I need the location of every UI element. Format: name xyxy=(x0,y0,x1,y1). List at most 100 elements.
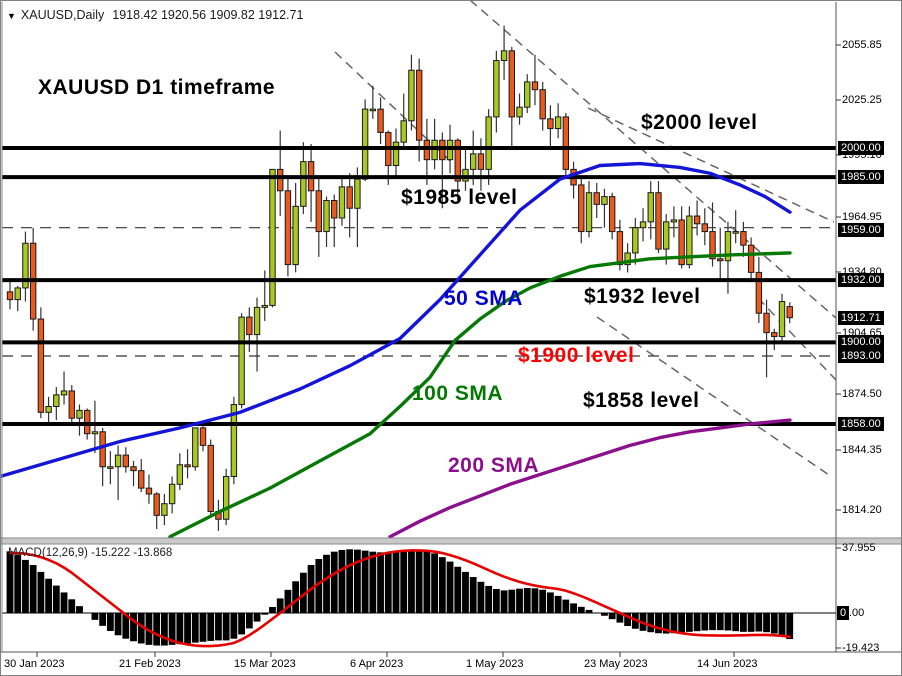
candle xyxy=(701,223,708,233)
price-axis-label: 2055.85 xyxy=(842,39,882,51)
candle xyxy=(740,231,747,246)
macd-histogram-bar xyxy=(261,613,269,615)
macd-histogram-bar xyxy=(68,599,76,613)
macd-histogram-bar xyxy=(716,613,724,631)
macd-histogram-bar xyxy=(693,613,701,632)
macd-histogram-bar xyxy=(199,613,207,642)
macd-histogram-bar xyxy=(709,613,716,631)
macd-histogram-bar xyxy=(624,613,631,627)
candle xyxy=(292,205,299,266)
candle xyxy=(693,215,701,225)
macd-histogram-bar xyxy=(354,549,361,613)
annotation--1932-level[interactable]: $1932 level xyxy=(584,285,701,308)
macd-histogram-bar xyxy=(431,553,438,613)
macd-histogram-bar xyxy=(647,613,655,633)
chart-symbol-period: XAUUSD,Daily xyxy=(20,8,105,22)
candle xyxy=(361,108,369,180)
macd-histogram-bar xyxy=(253,613,261,622)
annotation--1900-level[interactable]: $1900 level xyxy=(518,344,635,367)
macd-histogram-bar xyxy=(106,613,114,631)
annotation-50-sma[interactable]: 50 SMA xyxy=(444,287,523,310)
candle xyxy=(686,215,693,266)
candle xyxy=(663,221,670,250)
candle xyxy=(269,168,276,306)
chart-dropdown-arrow-icon[interactable]: ▼ xyxy=(7,11,16,21)
macd-histogram-bar xyxy=(747,613,755,632)
candle xyxy=(331,199,338,219)
candle xyxy=(14,287,21,301)
pane-separator[interactable] xyxy=(0,537,902,545)
candle xyxy=(732,231,739,234)
macd-histogram-bar xyxy=(145,613,153,645)
candle xyxy=(608,196,616,233)
macd-histogram-bar xyxy=(601,613,608,616)
candle xyxy=(524,81,531,108)
candle xyxy=(114,454,122,468)
macd-histogram-bar xyxy=(570,603,577,613)
macd-histogram-bar xyxy=(153,613,161,646)
macd-histogram-bar xyxy=(22,559,29,613)
price-level-badge: 1959.00 xyxy=(838,223,884,237)
macd-histogram-bar xyxy=(207,613,215,641)
macd-histogram-bar xyxy=(76,606,83,613)
macd-histogram-bar xyxy=(238,613,245,635)
macd-histogram-bar xyxy=(438,557,446,613)
price-level-badge: 2000.00 xyxy=(838,141,884,155)
trendline-5[interactable] xyxy=(757,297,837,381)
macd-histogram-bar xyxy=(454,566,462,613)
macd-histogram-bar xyxy=(161,613,168,646)
candle xyxy=(539,89,546,120)
time-axis-label: 21 Feb 2023 xyxy=(119,658,181,670)
macd-histogram-bar xyxy=(114,613,122,636)
macd-histogram-bar xyxy=(655,613,662,634)
macd-histogram-bar xyxy=(99,613,107,626)
candle xyxy=(531,81,539,91)
macd-histogram-bar xyxy=(500,590,508,613)
sma-50-line xyxy=(0,161,792,479)
candle xyxy=(76,409,83,419)
annotation--1985-level[interactable]: $1985 level xyxy=(401,186,518,209)
candle xyxy=(655,192,662,250)
macd-histogram-bar xyxy=(485,585,493,613)
macd-histogram-bar xyxy=(778,613,786,636)
macd-histogram-bar xyxy=(508,589,516,613)
macd-histogram-bar xyxy=(222,613,230,641)
annotation--2000-level[interactable]: $2000 level xyxy=(641,111,758,134)
candle xyxy=(184,464,191,468)
macd-histogram-bar xyxy=(284,589,292,613)
candle xyxy=(392,141,400,166)
macd-histogram-bar xyxy=(346,549,354,613)
candle xyxy=(53,394,60,408)
candle xyxy=(222,475,230,520)
candle xyxy=(246,316,253,336)
candle xyxy=(99,431,106,468)
macd-histogram-bar xyxy=(191,613,199,643)
macd-histogram-bar xyxy=(377,552,384,613)
macd-histogram-bar xyxy=(585,609,593,613)
macd-histogram-bar xyxy=(415,549,423,613)
annotation-xauusd-d1-timeframe[interactable]: XAUUSD D1 timeframe xyxy=(38,76,276,99)
candle xyxy=(408,69,415,122)
candle xyxy=(199,427,207,446)
macd-histogram-bar xyxy=(616,613,624,623)
candle xyxy=(161,503,168,516)
trendline-3[interactable] xyxy=(587,107,835,223)
candle xyxy=(493,60,500,118)
trendline-2[interactable] xyxy=(469,0,837,319)
macd-histogram-bar xyxy=(361,550,369,613)
price-level-badge: 1858.00 xyxy=(838,417,884,431)
candle xyxy=(508,50,516,118)
candle xyxy=(238,316,245,406)
macd-histogram-bar xyxy=(763,613,770,633)
annotation-100-sma[interactable]: 100 SMA xyxy=(412,382,504,405)
annotation--1858-level[interactable]: $1858 level xyxy=(583,389,700,412)
macd-histogram-bar xyxy=(740,613,747,632)
macd-histogram-bar xyxy=(462,571,469,613)
annotation-200-sma[interactable]: 200 SMA xyxy=(448,454,540,477)
candle xyxy=(207,444,214,512)
price-axis-label: 1964.95 xyxy=(842,211,882,223)
candle xyxy=(554,116,562,130)
candle xyxy=(369,108,377,112)
macd-histogram-bar xyxy=(369,551,377,613)
